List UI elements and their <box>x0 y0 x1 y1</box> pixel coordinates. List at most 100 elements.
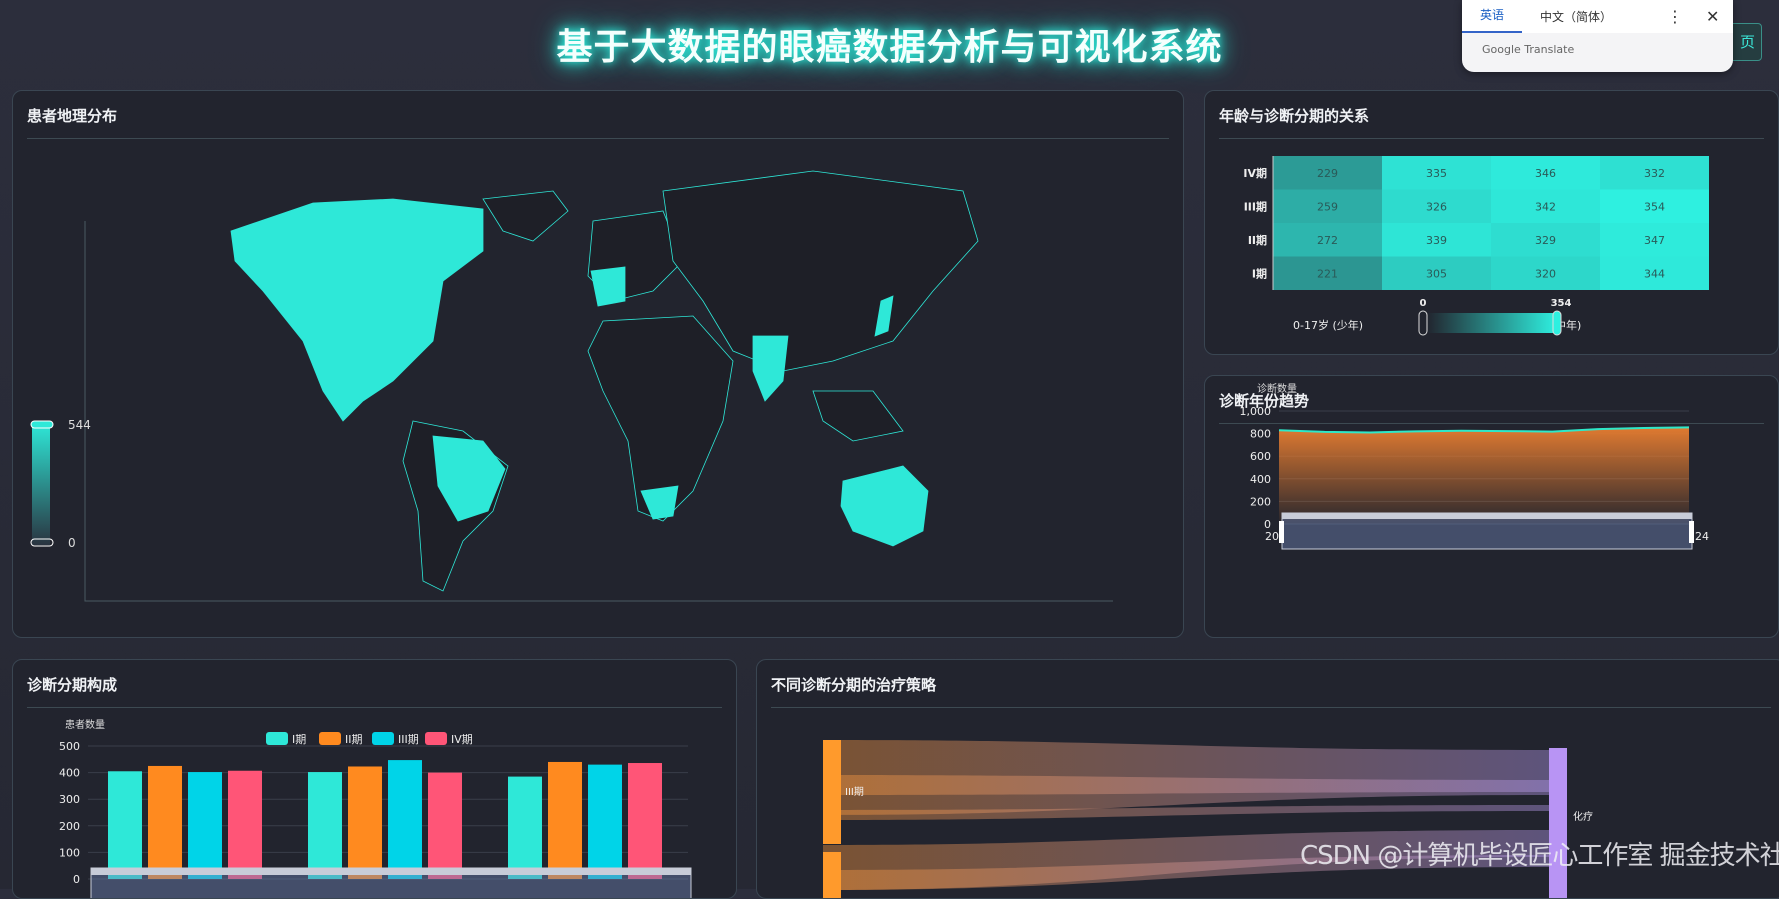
heatmap-cell <box>1491 156 1600 190</box>
legend-label: III期 <box>398 733 419 746</box>
country-australia <box>840 465 929 547</box>
heatmap-cell-label: 344 <box>1644 267 1665 280</box>
heatmap-cell-label: 320 <box>1535 267 1556 280</box>
heatmap-cell-label: 354 <box>1644 200 1665 213</box>
trend-y-tick: 600 <box>1250 450 1271 463</box>
trend-datazoom-start-handle[interactable] <box>1279 521 1284 543</box>
heatmap-cell <box>1491 189 1600 223</box>
bar-datazoom-bar <box>91 868 691 875</box>
tab-chinese[interactable]: 中文（简体） <box>1540 10 1613 24</box>
bar-y-tick: 0 <box>73 873 80 886</box>
sankey-node-label: III期 <box>845 786 864 798</box>
heatmap-cell-label: 221 <box>1317 267 1338 280</box>
visual-map-min-handle[interactable] <box>30 538 54 547</box>
bar <box>428 772 462 879</box>
heatmap-cell-label: 329 <box>1535 234 1556 247</box>
heatmap-x-label: 0-17岁 (少年) <box>1293 318 1363 332</box>
heatmap-visual-map-min-label: 0 <box>1420 298 1427 309</box>
legend-swatch[interactable] <box>319 732 341 745</box>
sankey-node-stage-3[interactable] <box>823 740 841 844</box>
sankey-node-chemo[interactable] <box>1549 748 1567 898</box>
bar-title: 诊断分期构成 <box>27 674 722 708</box>
watermark: CSDN @计算机毕设匠心工作室 掘金技术社区 <box>1300 841 1779 871</box>
legend-label: I期 <box>292 733 306 746</box>
heatmap-cell-label: 346 <box>1535 167 1556 180</box>
bar-panel: 诊断分期构成 患者数量 0 100 200 300 400 500 I期 II期 III期 IV期 <box>12 659 737 899</box>
heatmap-cell-label: 332 <box>1644 167 1665 180</box>
bar <box>108 771 142 879</box>
world-map[interactable]: 544 0 <box>13 91 1184 638</box>
trend-datazoom-end-label: 24 <box>1695 530 1709 543</box>
heatmap-cell <box>1600 256 1709 290</box>
bar <box>228 770 262 879</box>
trend-y-tick: 200 <box>1250 495 1271 508</box>
sankey-node <box>823 852 841 898</box>
heatmap-cell <box>1600 223 1709 257</box>
bar-y-tick: 100 <box>59 846 80 859</box>
trend-area <box>1279 427 1689 524</box>
heatmap-cell-label: 272 <box>1317 234 1338 247</box>
trend-y-axis-title: 诊断数量 <box>1257 382 1297 395</box>
trend-title: 诊断年份趋势 <box>1219 390 1764 424</box>
close-icon[interactable]: ✕ <box>1706 7 1720 26</box>
sankey-panel: 不同诊断分期的治疗策略 III期 化疗 <box>756 659 1779 899</box>
heatmap-visual-map-max-label: 354 <box>1551 298 1572 309</box>
bar <box>308 772 342 879</box>
sankey-link <box>823 855 1549 890</box>
heatmap-cell-label: 347 <box>1644 234 1665 247</box>
heatmap-cell <box>1491 223 1600 257</box>
heatmap-cell <box>1273 156 1382 190</box>
country-africa <box>587 315 734 522</box>
sankey-link <box>823 740 1549 815</box>
heatmap-cell-label: 335 <box>1426 167 1447 180</box>
bar <box>188 772 222 879</box>
heatmap-cell <box>1382 223 1491 257</box>
legend-label: II期 <box>345 733 363 746</box>
trend-chart: 诊断数量 0 200 400 600 800 1,000 20 24 <box>1240 382 1709 550</box>
visual-map-max-handle[interactable] <box>30 420 54 429</box>
trend-datazoom-start-label: 20 <box>1265 530 1279 543</box>
sankey-title: 不同诊断分期的治疗策略 <box>771 674 1771 708</box>
legend-swatch[interactable] <box>425 732 447 745</box>
bar <box>508 776 542 879</box>
legend-swatch[interactable] <box>266 732 288 745</box>
country-india <box>752 335 789 402</box>
heatmap-x-label: 中年) <box>1555 318 1581 332</box>
bar-chart: 患者数量 0 100 200 300 400 500 I期 II期 III期 IV期 <box>59 718 692 898</box>
country-russia-asia <box>662 170 979 372</box>
map-axis-frame <box>84 221 1113 602</box>
tab-english[interactable]: 英语 <box>1462 0 1523 33</box>
heatmap-cell <box>1273 223 1382 257</box>
country-brazil <box>432 435 506 522</box>
heatmap-cell-label: 229 <box>1317 167 1338 180</box>
country-south-africa <box>640 485 679 520</box>
trend-datazoom-bar <box>1282 513 1692 519</box>
bar <box>148 765 182 879</box>
trend-datazoom-end-handle[interactable] <box>1689 521 1694 543</box>
trend-panel: 诊断年份趋势 诊断数量 0 200 400 600 800 1,000 20 24 <box>1204 375 1779 638</box>
heatmap-y-label: III期 <box>1244 199 1267 213</box>
country-japan <box>874 295 894 337</box>
heatmap-visual-map-max-handle[interactable] <box>1552 310 1562 336</box>
country-north-america <box>230 198 484 422</box>
legend-swatch[interactable] <box>372 732 394 745</box>
bar <box>628 763 662 879</box>
page-title: 基于大数据的眼癌数据分析与可视化系统 <box>556 27 1223 68</box>
google-translate-brand: Google Translate <box>1482 43 1575 56</box>
bar <box>588 764 622 879</box>
heatmap-cell-label: 342 <box>1535 200 1556 213</box>
heatmap-cell <box>1273 256 1382 290</box>
visual-map-gradient <box>32 423 50 545</box>
heatmap-cell <box>1382 189 1491 223</box>
trend-y-tick: 1,000 <box>1240 405 1272 418</box>
bar <box>548 761 582 879</box>
heatmap-cell-label: 339 <box>1426 234 1447 247</box>
heatmap-visual-map-min-handle[interactable] <box>1418 310 1428 336</box>
more-vert-icon[interactable]: ⋮ <box>1667 7 1683 26</box>
heatmap-panel: 年龄与诊断分期的关系 229 335 346 332 IV期 259 326 342 354 II… <box>1204 90 1779 355</box>
google-translate-popup: 英语 中文（简体） ⋮ ✕ Google Translate <box>1462 0 1733 72</box>
heatmap-cell <box>1382 156 1491 190</box>
heatmap-chart: 229 335 346 332 IV期 259 326 342 354 III期 272 339 329… <box>1243 156 1709 336</box>
country-greenland <box>482 190 569 242</box>
